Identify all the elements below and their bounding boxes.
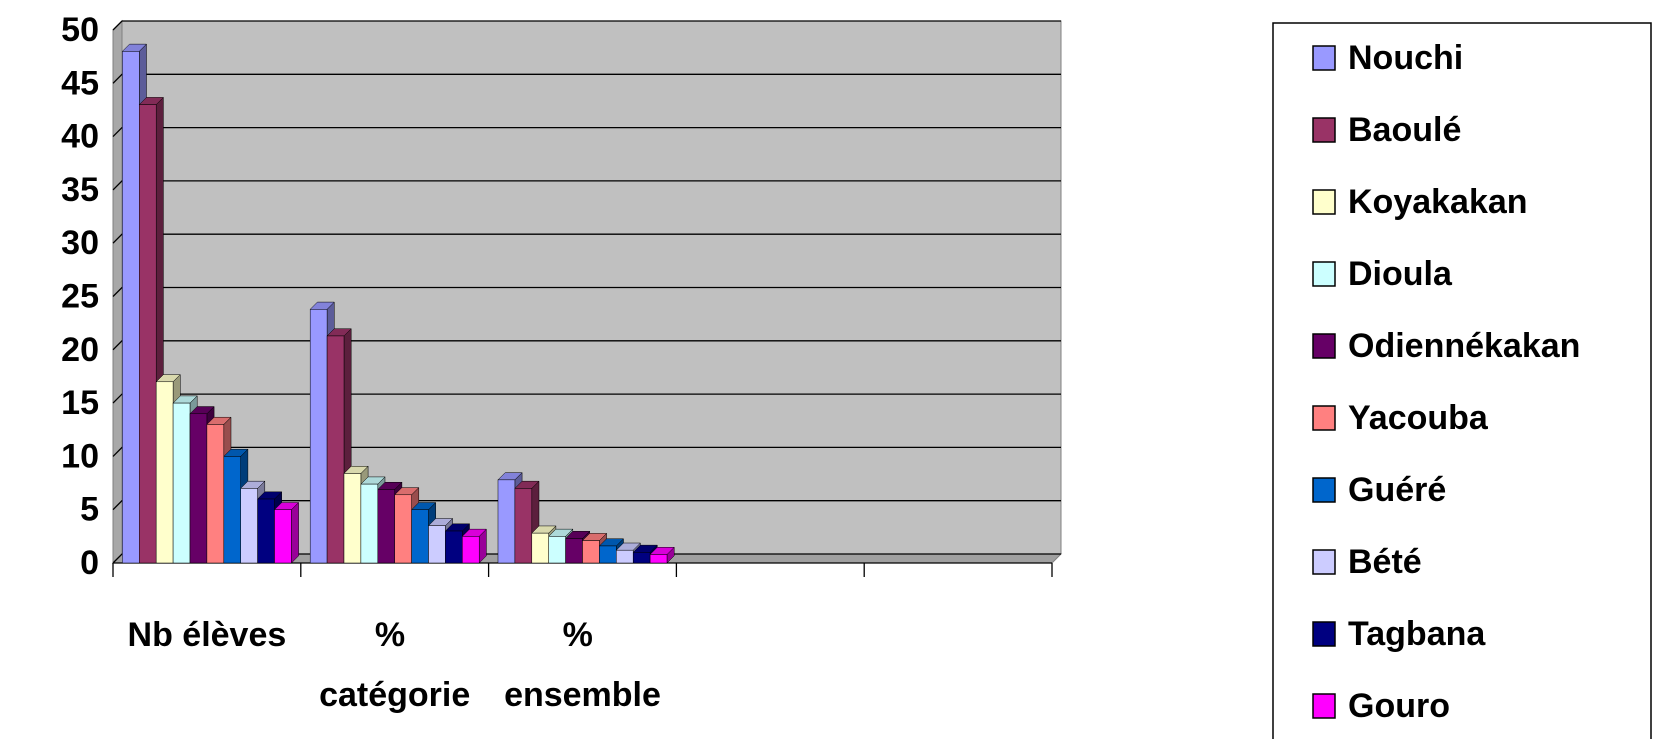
grid-line <box>112 20 1061 31</box>
legend-swatch <box>1312 693 1336 719</box>
bar <box>139 104 157 564</box>
legend-swatch <box>1312 405 1336 431</box>
x-tick-label: % catégorie <box>319 616 470 714</box>
y-tick-label: 5 <box>80 491 99 529</box>
legend-label: Baoulé <box>1348 111 1461 149</box>
bar <box>599 545 617 564</box>
legend-label: Bété <box>1348 543 1422 581</box>
bar <box>155 381 174 564</box>
bar <box>343 473 362 564</box>
bar <box>206 424 225 564</box>
grid-line <box>112 500 1061 511</box>
bar <box>377 489 395 564</box>
bar <box>189 413 208 564</box>
bar-side <box>291 501 299 564</box>
y-tick-label: 45 <box>61 64 99 102</box>
bar <box>309 309 328 564</box>
bar <box>632 552 651 564</box>
x-tick-label-line: ensemble <box>504 676 661 714</box>
legend-swatch <box>1312 189 1336 215</box>
x-tick-label: Nb élèves <box>128 616 287 654</box>
y-tick-label: 30 <box>61 224 99 262</box>
grid-line <box>112 553 1061 564</box>
bar <box>565 538 583 564</box>
bar <box>394 494 412 564</box>
grid-line <box>112 180 1061 191</box>
y-tick-label: 35 <box>61 171 99 209</box>
legend-label: Odiennékakan <box>1348 327 1580 365</box>
legend-swatch <box>1312 261 1336 287</box>
legend-swatch <box>1312 621 1336 647</box>
legend-swatch <box>1312 477 1336 503</box>
bar <box>223 456 241 564</box>
bar <box>411 509 429 564</box>
y-tick-label: 50 <box>61 11 99 49</box>
bar <box>582 540 600 564</box>
grid-line <box>112 446 1061 457</box>
legend-label: Dioula <box>1348 255 1453 293</box>
legend-label: Gouro <box>1348 687 1450 725</box>
bar <box>514 488 533 564</box>
y-tick-label: 10 <box>61 437 99 475</box>
bar <box>616 549 634 564</box>
bar <box>360 483 379 564</box>
grid-line <box>112 340 1061 351</box>
legend-swatch <box>1312 45 1336 71</box>
x-tick-label-line: catégorie <box>319 676 470 714</box>
bar <box>445 530 463 564</box>
legend-label: Guéré <box>1348 471 1446 509</box>
y-tick-label: 40 <box>61 118 99 156</box>
grid-line <box>112 126 1061 138</box>
bar <box>122 51 140 564</box>
bar <box>548 536 566 564</box>
bar <box>172 402 191 564</box>
grid-line <box>112 393 1061 404</box>
x-tick-label: % ensemble <box>504 616 661 714</box>
x-tick-label-line: % <box>375 616 415 654</box>
bar <box>326 335 345 564</box>
y-tick-label: 25 <box>61 277 99 315</box>
grid-line <box>112 286 1061 297</box>
legend-label: Koyakakan <box>1348 183 1528 221</box>
y-tick-label: 20 <box>61 331 99 369</box>
bar <box>274 509 292 564</box>
legend-label: Nouchi <box>1348 39 1463 77</box>
bar <box>462 536 480 564</box>
bar <box>497 479 516 564</box>
legend-swatch <box>1312 117 1336 143</box>
x-tick-label-line: % <box>563 616 603 654</box>
bar <box>428 525 446 564</box>
grid-line <box>112 73 1061 84</box>
legend-swatch <box>1312 333 1336 359</box>
bar <box>257 498 275 564</box>
legend-label: Yacouba <box>1348 399 1489 437</box>
bar <box>240 488 258 564</box>
bar <box>649 554 668 564</box>
legend-swatch <box>1312 549 1336 575</box>
legend-label: Tagbana <box>1348 615 1486 653</box>
y-tick-label: 0 <box>80 544 99 582</box>
y-tick-label: 15 <box>61 384 99 422</box>
legend-box <box>1272 22 1652 739</box>
bar <box>531 532 549 564</box>
grid-line <box>112 233 1061 244</box>
